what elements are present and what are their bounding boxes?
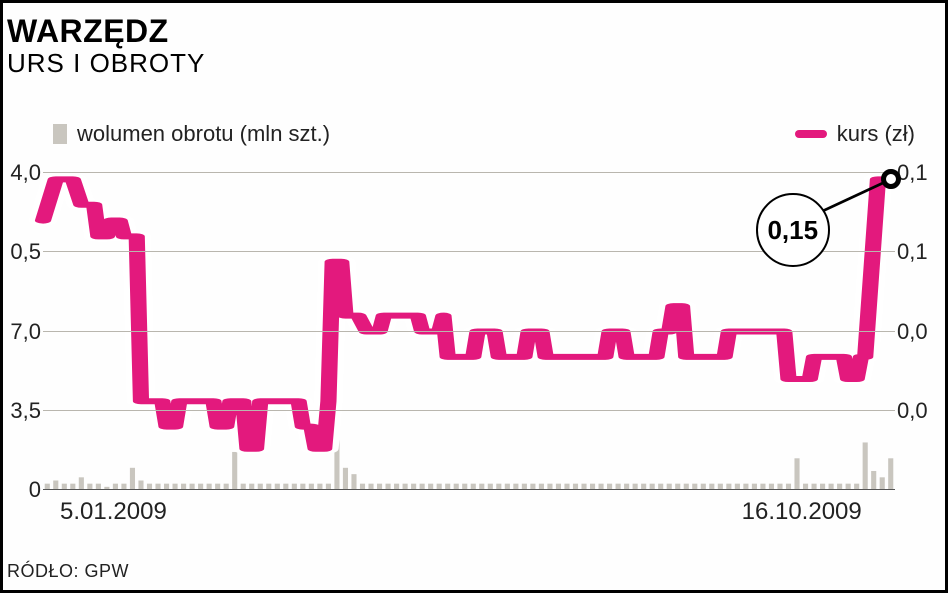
endpoint-marker-icon bbox=[881, 169, 901, 189]
volume-bar bbox=[794, 458, 799, 490]
volume-swatch-icon bbox=[53, 124, 67, 144]
gridline bbox=[43, 331, 895, 332]
volume-bar bbox=[130, 468, 135, 490]
x-tick-label: 16.10.2009 bbox=[742, 498, 862, 526]
callout-value: 0,15 bbox=[756, 193, 830, 267]
y-left-tick-label: 3,5 bbox=[5, 398, 41, 424]
y-left-tick-label: 7,0 bbox=[5, 319, 41, 345]
volume-bar bbox=[871, 471, 876, 490]
y-left-tick-label: 0 bbox=[5, 477, 41, 503]
chart-area: 0 3,5 7,0 0,5 4,0 0,0 0,0 0,1 0,1 5.01.2009 16.10.… bbox=[3, 153, 945, 550]
price-swatch-icon bbox=[795, 130, 827, 138]
volume-bar bbox=[863, 442, 868, 490]
legend-volume-label: wolumen obrotu (mln szt.) bbox=[77, 121, 330, 147]
legend-price-label: kurs (zł) bbox=[837, 121, 915, 147]
y-right-tick-label: 0,0 bbox=[897, 398, 939, 424]
volume-bar bbox=[343, 468, 348, 490]
gridline bbox=[43, 410, 895, 411]
title-block: WARZĘDZ URS I OBROTY bbox=[3, 3, 945, 79]
legend-volume: wolumen obrotu (mln szt.) bbox=[53, 121, 330, 147]
chart-subtitle: URS I OBROTY bbox=[7, 48, 945, 79]
chart-title: WARZĘDZ bbox=[7, 13, 945, 50]
legend-price: kurs (zł) bbox=[795, 121, 915, 147]
y-left-tick-label: 4,0 bbox=[5, 160, 41, 186]
source-attribution: RÓDŁO: GPW bbox=[7, 561, 129, 582]
volume-bar bbox=[351, 474, 356, 490]
x-tick-label: 5.01.2009 bbox=[60, 498, 167, 526]
legend: wolumen obrotu (mln szt.) kurs (zł) bbox=[3, 121, 945, 147]
gridline bbox=[43, 172, 895, 173]
volume-bar bbox=[888, 458, 893, 490]
chart-frame: WARZĘDZ URS I OBROTY wolumen obrotu (mln… bbox=[0, 0, 948, 593]
x-axis-baseline bbox=[43, 489, 895, 490]
y-left-tick-label: 0,5 bbox=[5, 239, 41, 265]
volume-bar bbox=[232, 452, 237, 490]
y-right-tick-label: 0,1 bbox=[897, 239, 939, 265]
y-right-tick-label: 0,1 bbox=[897, 160, 939, 186]
y-right-tick-label: 0,0 bbox=[897, 319, 939, 345]
